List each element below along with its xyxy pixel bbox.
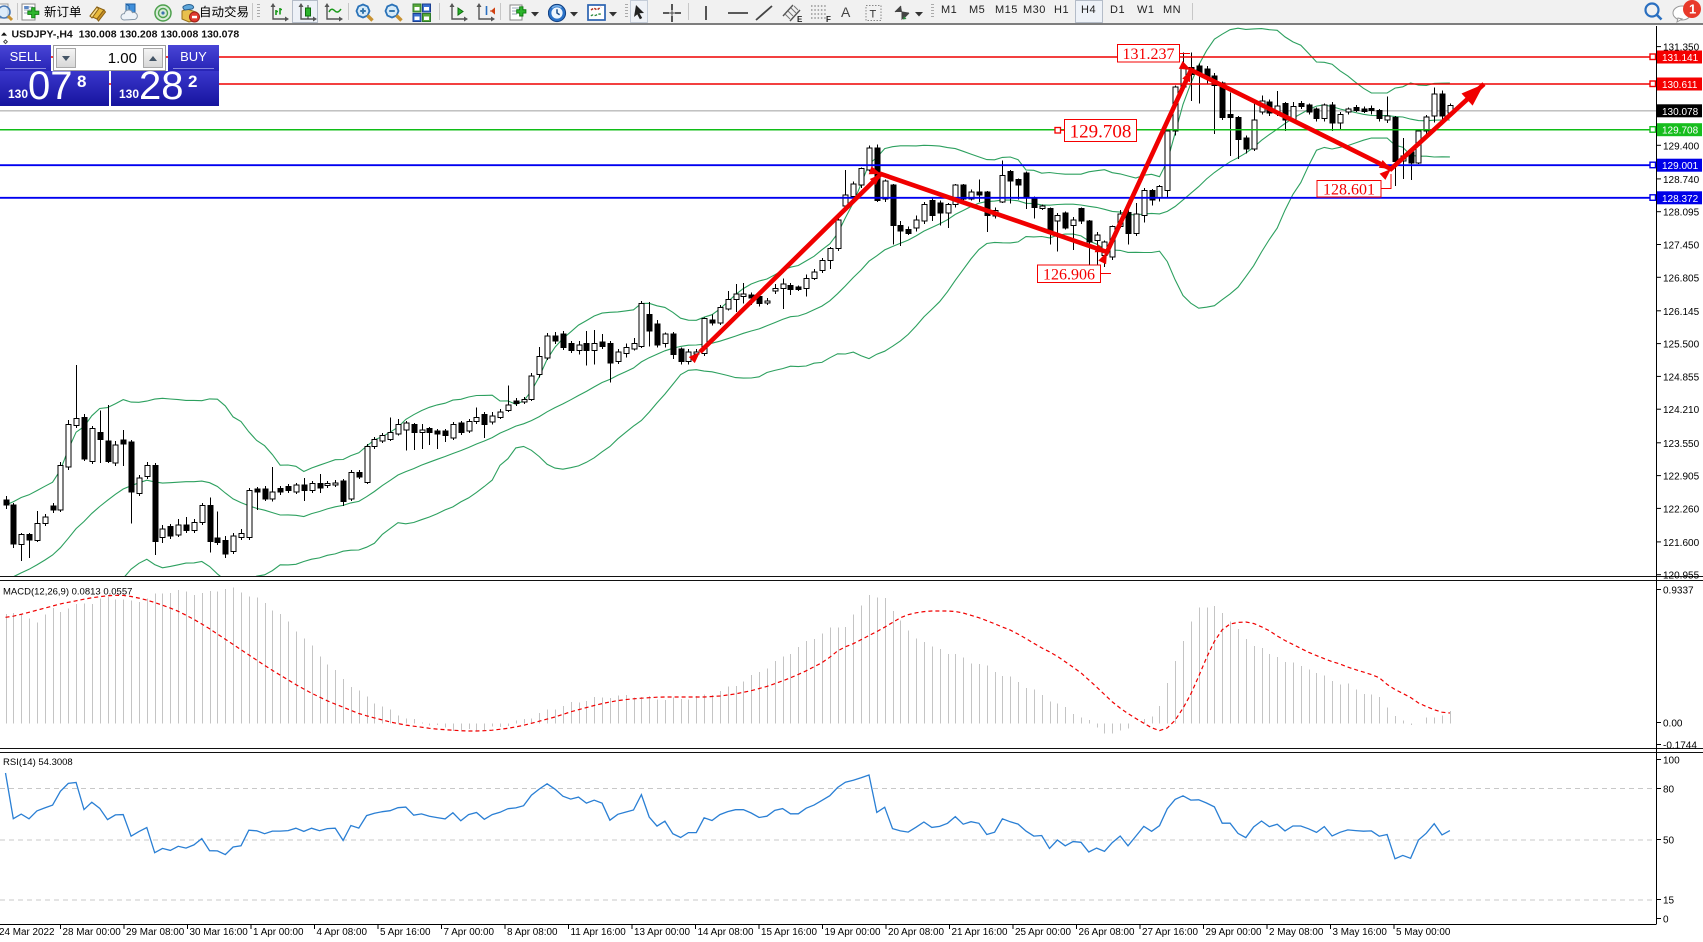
svg-text:30 Mar 16:00: 30 Mar 16:00 bbox=[190, 927, 249, 938]
svg-text:131.237: 131.237 bbox=[1123, 46, 1175, 63]
svg-text:128.740: 128.740 bbox=[1663, 175, 1700, 186]
svg-text:0: 0 bbox=[1663, 915, 1669, 926]
svg-text:80: 80 bbox=[1663, 785, 1675, 796]
svg-text:USDJPY-,H4 130.008 130.208 13: USDJPY-,H4 130.008 130.208 130.008 130.0… bbox=[12, 29, 240, 41]
svg-text:29 Apr 00:00: 29 Apr 00:00 bbox=[1206, 927, 1263, 938]
svg-text:E: E bbox=[797, 15, 803, 23]
svg-text:15 Apr 16:00: 15 Apr 16:00 bbox=[761, 927, 818, 938]
svg-text:24 Mar 2022: 24 Mar 2022 bbox=[0, 927, 54, 938]
svg-text:126.906: 126.906 bbox=[1043, 267, 1095, 284]
svg-text:128.095: 128.095 bbox=[1663, 208, 1700, 219]
svg-text:125.500: 125.500 bbox=[1663, 340, 1700, 351]
svg-text:120.955: 120.955 bbox=[1663, 571, 1700, 582]
svg-text:131.350: 131.350 bbox=[1663, 43, 1700, 54]
svg-text:100: 100 bbox=[1663, 756, 1680, 767]
svg-text:28 Mar 00:00: 28 Mar 00:00 bbox=[63, 927, 122, 938]
svg-text:124.855: 124.855 bbox=[1663, 372, 1700, 383]
svg-text:20 Apr 08:00: 20 Apr 08:00 bbox=[888, 927, 945, 938]
svg-text:129.708: 129.708 bbox=[1662, 126, 1699, 137]
svg-text:121.600: 121.600 bbox=[1663, 538, 1700, 549]
svg-text:T: T bbox=[870, 9, 877, 21]
svg-text:25 Apr 00:00: 25 Apr 00:00 bbox=[1015, 927, 1072, 938]
svg-text:126.805: 126.805 bbox=[1663, 273, 1700, 284]
svg-text:11 Apr 16:00: 11 Apr 16:00 bbox=[571, 927, 627, 938]
svg-text:1: 1 bbox=[1689, 2, 1696, 17]
svg-text:14 Apr 08:00: 14 Apr 08:00 bbox=[698, 927, 755, 938]
svg-text:4 Apr 08:00: 4 Apr 08:00 bbox=[317, 927, 368, 938]
svg-text:129.400: 129.400 bbox=[1663, 141, 1700, 152]
svg-text:26 Apr 08:00: 26 Apr 08:00 bbox=[1079, 927, 1136, 938]
svg-text:122.905: 122.905 bbox=[1663, 472, 1700, 483]
svg-text:126.145: 126.145 bbox=[1663, 307, 1700, 318]
svg-text:130.078: 130.078 bbox=[1662, 107, 1699, 118]
svg-text:5 May 00:00: 5 May 00:00 bbox=[1396, 927, 1451, 938]
svg-text:15: 15 bbox=[1663, 896, 1675, 907]
svg-text:0.00: 0.00 bbox=[1663, 719, 1683, 730]
svg-text:124.210: 124.210 bbox=[1663, 405, 1700, 416]
svg-text:5 Apr 16:00: 5 Apr 16:00 bbox=[380, 927, 431, 938]
svg-text:128.601: 128.601 bbox=[1323, 182, 1375, 199]
svg-text:122.260: 122.260 bbox=[1663, 504, 1700, 515]
svg-text:128.372: 128.372 bbox=[1662, 194, 1699, 205]
svg-text:21 Apr 16:00: 21 Apr 16:00 bbox=[952, 927, 1009, 938]
svg-text:127.450: 127.450 bbox=[1663, 241, 1700, 252]
svg-text:50: 50 bbox=[1663, 836, 1675, 847]
svg-text:27 Apr 16:00: 27 Apr 16:00 bbox=[1142, 927, 1199, 938]
svg-text:8 Apr 08:00: 8 Apr 08:00 bbox=[507, 927, 558, 938]
svg-text:7 Apr 00:00: 7 Apr 00:00 bbox=[444, 927, 495, 938]
svg-text:131.141: 131.141 bbox=[1662, 53, 1699, 64]
svg-text:1 Apr 00:00: 1 Apr 00:00 bbox=[253, 927, 304, 938]
svg-text:3 May 16:00: 3 May 16:00 bbox=[1333, 927, 1388, 938]
svg-text:129.708: 129.708 bbox=[1070, 121, 1132, 142]
svg-text:F: F bbox=[826, 15, 831, 23]
svg-text:2 May 08:00: 2 May 08:00 bbox=[1269, 927, 1324, 938]
svg-text:29 Mar 08:00: 29 Mar 08:00 bbox=[126, 927, 185, 938]
svg-text:129.001: 129.001 bbox=[1662, 161, 1699, 172]
svg-text:130.611: 130.611 bbox=[1662, 80, 1698, 91]
svg-text:-0.1744: -0.1744 bbox=[1663, 741, 1697, 752]
svg-text:RSI(14) 54.3008: RSI(14) 54.3008 bbox=[3, 757, 73, 768]
svg-text:MACD(12,26,9) 0.0813 0.0557: MACD(12,26,9) 0.0813 0.0557 bbox=[3, 587, 132, 598]
svg-text:13 Apr 00:00: 13 Apr 00:00 bbox=[634, 927, 691, 938]
svg-text:19 Apr 00:00: 19 Apr 00:00 bbox=[825, 927, 882, 938]
svg-text:123.550: 123.550 bbox=[1663, 439, 1700, 450]
svg-text:0.9337: 0.9337 bbox=[1663, 586, 1694, 597]
